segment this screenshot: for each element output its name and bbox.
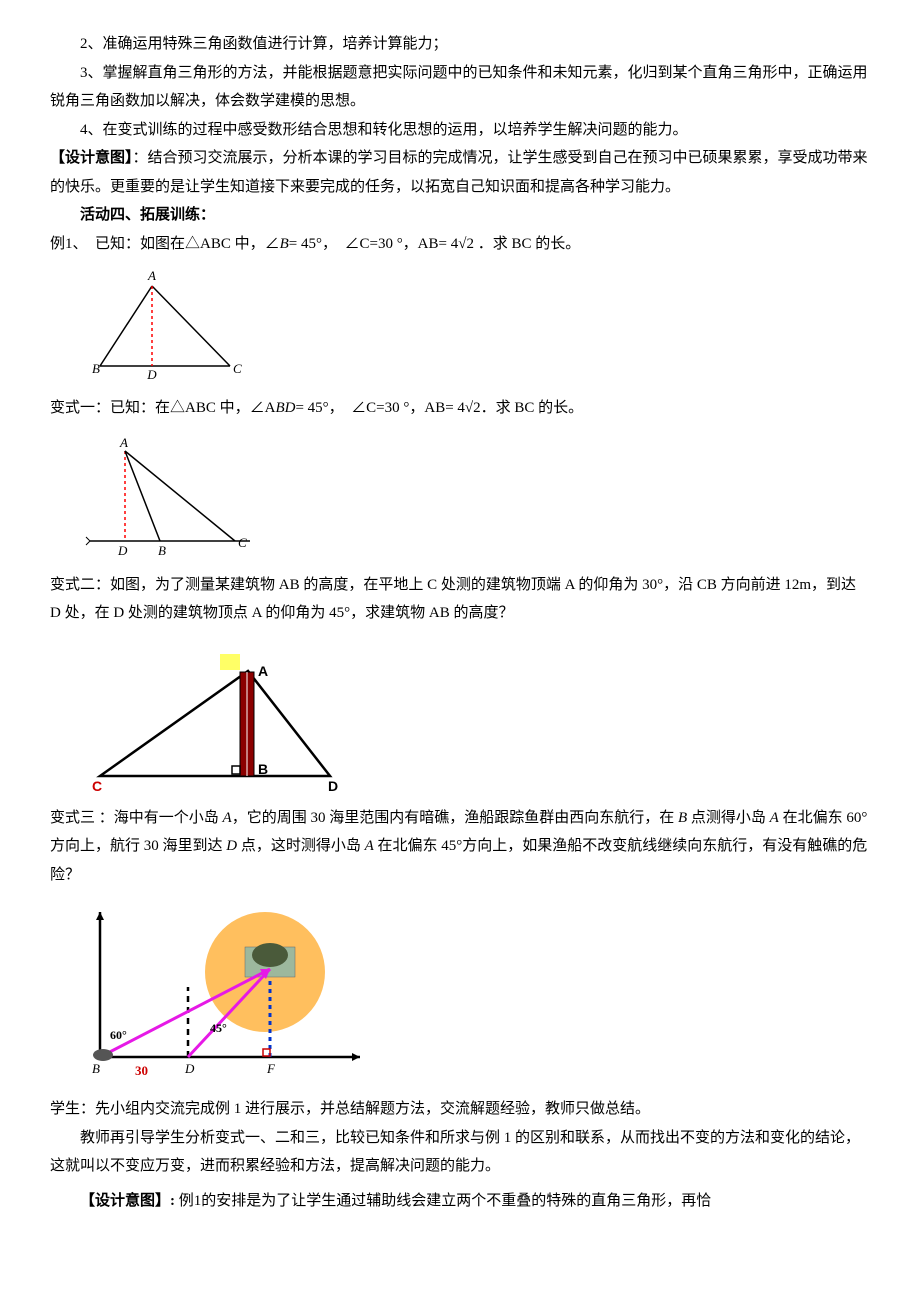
fig2-label-C: C: [238, 535, 247, 550]
design-text-2: 例1的安排是为了让学生通过辅助线会建立两个不重叠的特殊的直角三角形，再恰: [175, 1193, 711, 1209]
activity-4-heading: 活动四、拓展训练：: [50, 201, 870, 230]
figure-2-triangle: A D B C: [70, 431, 270, 561]
para-4: 4、在变式训练的过程中感受数形结合思想和转化思想的运用，以培养学生解决问题的能力…: [50, 116, 870, 145]
fig4-angle-60: 60°: [110, 1028, 127, 1042]
fig3-label-B: B: [258, 761, 268, 777]
fig3-label-A: A: [258, 663, 268, 679]
fig2-label-B: B: [158, 543, 166, 558]
fig3-label-C: C: [92, 778, 102, 794]
figure-4-island: 60° 45° B D F 30: [70, 897, 370, 1087]
fig1-label-A: A: [147, 268, 156, 283]
ex1-B-italic: B: [280, 236, 289, 252]
fig2-label-D: D: [117, 543, 128, 558]
ex1-end: ．求 BC 的长。: [474, 236, 580, 252]
para-2: 2、准确运用特殊三角函数值进行计算，培养计算能力；: [50, 30, 870, 59]
var3-pre: 变式三 ：海中有一个小岛: [50, 810, 223, 826]
var1-BD-italic: BD: [275, 400, 295, 416]
student-note: 学生：先小组内交流完成例 1 进行展示，并总结解题方法，交流解题经验，教师只做总…: [50, 1095, 870, 1124]
para-3: 3、掌握解直角三角形的方法，并能根据题意把实际问题中的已知条件和未知元素，化归到…: [50, 59, 870, 116]
fig1-label-C: C: [233, 361, 242, 376]
var3-B: B: [678, 810, 687, 826]
var3-t4: 点，这时测得小岛: [237, 838, 365, 854]
figure-3-building: A B C D: [70, 636, 350, 796]
var3-A2: A: [770, 810, 779, 826]
fig4-dist-30: 30: [135, 1063, 148, 1078]
var1-sqrt: 4√2: [457, 400, 480, 416]
variant-3: 变式三 ：海中有一个小岛 A，它的周围 30 海里范围内有暗礁，渔船跟踪鱼群由西…: [50, 804, 870, 890]
example-1: 例1、 已知：如图在△ABC 中，∠B= 45°， ∠C=30 °，AB= 4√…: [50, 230, 870, 259]
design-intent-2: 【设计意图】: 例1的安排是为了让学生通过辅助线会建立两个不重叠的特殊的直角三角…: [50, 1187, 870, 1216]
design-label-1: 【设计意图】: [50, 150, 133, 166]
var3-A3: A: [365, 838, 374, 854]
fig4-label-D: D: [184, 1061, 195, 1076]
var3-t1: ，它的周围 30 海里范围内有暗礁，渔船跟踪鱼群由西向东航行，在: [232, 810, 678, 826]
variant-1: 变式一：已知：在△ABC 中，∠ABD= 45°， ∠C=30 °，AB= 4√…: [50, 394, 870, 423]
var3-D: D: [226, 838, 237, 854]
ex1-sqrt: 4√2: [451, 236, 474, 252]
var1-mid: = 45°， ∠C=30 °，AB=: [295, 400, 457, 416]
figure-1-triangle: A B C D: [70, 266, 250, 386]
design-intent-1: 【设计意图】：结合预习交流展示，分析本课的学习目标的完成情况，让学生感受到自己在…: [50, 144, 870, 201]
fig4-label-B: B: [92, 1061, 100, 1076]
fig1-label-B: B: [92, 361, 100, 376]
var1-pre: 变式一：已知：在△ABC 中，∠A: [50, 400, 275, 416]
fig4-angle-45: 45°: [210, 1021, 227, 1035]
variant-2: 变式二：如图，为了测量某建筑物 AB 的高度，在平地上 C 处测的建筑物顶端 A…: [50, 571, 870, 628]
design-text-1: ：结合预习交流展示，分析本课的学习目标的完成情况，让学生感受到自己在预习中已硕果…: [50, 150, 868, 195]
teacher-note: 教师再引导学生分析变式一、二和三，比较已知条件和所求与例 1 的区别和联系，从而…: [50, 1124, 870, 1181]
design-label-2: 【设计意图】:: [80, 1193, 175, 1209]
ex1-mid: = 45°， ∠C=30 °，AB=: [289, 236, 451, 252]
var3-A1: A: [223, 810, 232, 826]
fig3-label-D: D: [328, 778, 338, 794]
var3-t2: 点测得小岛: [687, 810, 770, 826]
var1-end: ．求 BC 的长。: [481, 400, 584, 416]
fig2-label-A: A: [119, 435, 128, 450]
fig4-label-F: F: [266, 1061, 276, 1076]
ex1-pre: 例1、 已知：如图在△ABC 中，∠: [50, 236, 280, 252]
fig1-label-D: D: [146, 367, 157, 382]
